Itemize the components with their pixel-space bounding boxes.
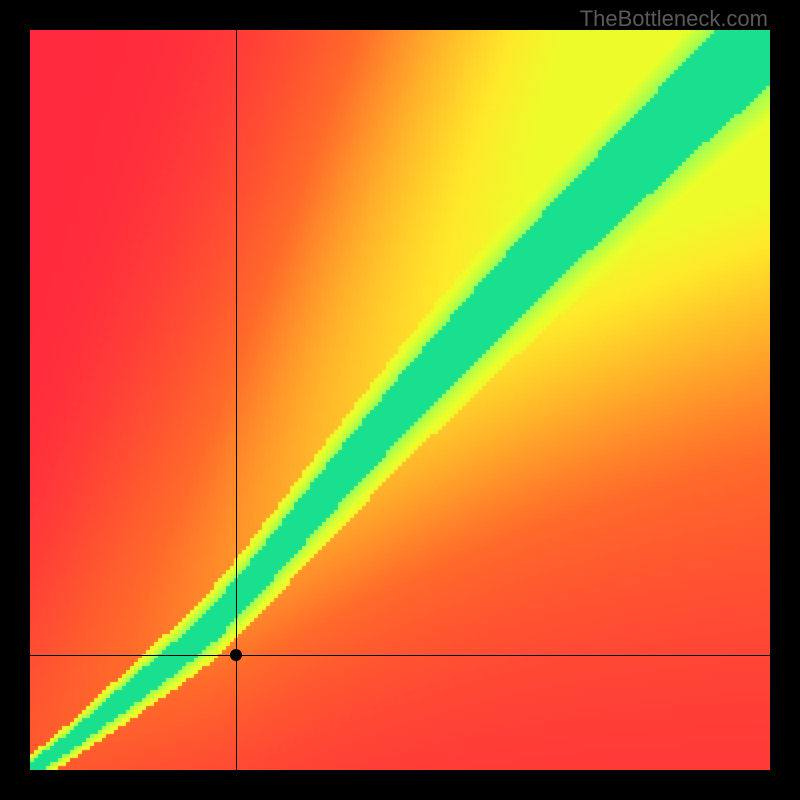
heatmap-plot bbox=[30, 30, 770, 770]
marker-dot bbox=[230, 649, 242, 661]
crosshair-horizontal bbox=[30, 655, 770, 656]
heatmap-canvas bbox=[30, 30, 770, 770]
watermark-text: TheBottleneck.com bbox=[580, 6, 768, 32]
